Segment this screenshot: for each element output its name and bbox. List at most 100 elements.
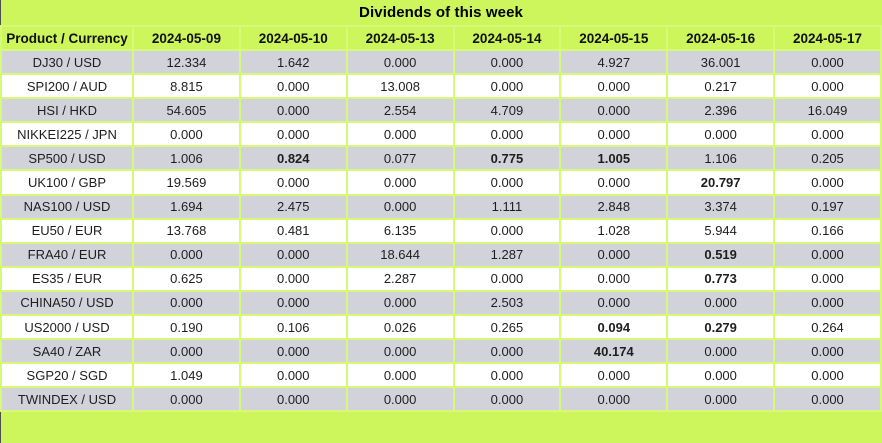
value-cell: 0.481 [238,217,348,244]
product-cell: NIKKEI225 / JPN [0,121,134,148]
value-cell: 0.000 [132,241,241,268]
column-header-date: 2024-05-09 [132,25,241,51]
value-cell: 1.005 [559,145,669,172]
product-cell: FRA40 / EUR [0,241,134,268]
table-body: DJ30 / USD 12.334 1.642 0.000 0.000 4.927 36.0… [0,48,882,413]
value-cell: 0.000 [773,338,882,365]
value-cell: 0.000 [773,169,882,196]
value-cell: 0.000 [132,386,241,413]
value-cell: 0.000 [238,73,348,100]
value-cell: 0.000 [773,48,882,76]
value-cell: 0.000 [773,73,882,100]
value-cell: 0.000 [132,338,241,365]
value-cell: 0.000 [559,265,669,292]
value-cell: 0.094 [559,314,669,341]
value-cell: 16.049 [773,97,882,124]
value-cell: 0.000 [559,386,669,413]
value-cell: 0.000 [559,97,669,124]
value-cell: 0.000 [345,121,455,148]
table-row: FRA40 / EUR 0.000 0.000 18.644 1.287 0.000 0.5… [0,241,882,268]
value-cell: 1.694 [132,193,241,220]
value-cell: 0.279 [666,314,776,341]
product-cell: DJ30 / USD [0,48,134,76]
value-cell: 0.000 [559,169,669,196]
product-cell: NAS100 / USD [0,193,134,220]
table-row: SGP20 / SGD 1.049 0.000 0.000 0.000 0.000 0.00… [0,362,882,389]
value-cell: 2.848 [559,193,669,220]
value-cell: 0.000 [345,193,455,220]
value-cell: 0.000 [238,241,348,268]
value-cell: 0.519 [666,241,776,268]
value-cell: 0.000 [559,121,669,148]
value-cell: 1.028 [559,217,669,244]
value-cell: 13.008 [345,73,455,100]
table-row: TWINDEX / USD 0.000 0.000 0.000 0.000 0.000 0.… [0,386,882,413]
value-cell: 0.000 [238,265,348,292]
header-row: Product / Currency 2024-05-09 2024-05-10 20… [0,25,882,51]
value-cell: 0.000 [452,386,562,413]
value-cell: 2.287 [345,265,455,292]
column-header-date: 2024-05-16 [666,25,776,51]
product-cell: CHINA50 / USD [0,289,134,317]
value-cell: 0.166 [773,217,882,244]
value-cell: 0.000 [238,121,348,148]
value-cell: 0.000 [238,169,348,196]
product-cell: UK100 / GBP [0,169,134,196]
value-cell: 0.000 [452,169,562,196]
value-cell: 0.205 [773,145,882,172]
table-row: SP500 / USD 1.006 0.824 0.077 0.775 1.005 1.10… [0,145,882,172]
value-cell: 0.106 [238,314,348,341]
value-cell: 0.773 [666,265,776,292]
value-cell: 1.006 [132,145,241,172]
table-row: SA40 / ZAR 0.000 0.000 0.000 0.000 40.174 0.00… [0,338,882,365]
value-cell: 6.135 [345,217,455,244]
value-cell: 8.815 [132,73,241,100]
column-header-date: 2024-05-14 [452,25,562,51]
column-header-date: 2024-05-10 [238,25,348,51]
value-cell: 2.475 [238,193,348,220]
product-cell: SA40 / ZAR [0,338,134,365]
value-cell: 0.824 [238,145,348,172]
value-cell: 40.174 [559,338,669,365]
value-cell: 0.000 [345,386,455,413]
value-cell: 0.000 [238,338,348,365]
value-cell: 0.000 [773,121,882,148]
value-cell: 0.000 [345,169,455,196]
value-cell: 0.000 [773,241,882,268]
value-cell: 0.000 [345,362,455,389]
table-row: NIKKEI225 / JPN 0.000 0.000 0.000 0.000 0.000… [0,121,882,148]
value-cell: 18.644 [345,241,455,268]
value-cell: 0.000 [666,289,776,317]
value-cell: 5.944 [666,217,776,244]
value-cell: 0.000 [452,265,562,292]
column-header-date: 2024-05-15 [559,25,669,51]
value-cell: 0.000 [345,289,455,317]
value-cell: 19.569 [132,169,241,196]
table-row: HSI / HKD 54.605 0.000 2.554 4.709 0.000 2.396… [0,97,882,124]
table-row: CHINA50 / USD 0.000 0.000 0.000 2.503 0.000 0.… [0,289,882,317]
product-cell: EU50 / EUR [0,217,134,244]
table-row: UK100 / GBP 19.569 0.000 0.000 0.000 0.000 20.… [0,169,882,196]
value-cell: 1.106 [666,145,776,172]
product-cell: ES35 / EUR [0,265,134,292]
value-cell: 0.000 [559,73,669,100]
value-cell: 0.000 [238,386,348,413]
value-cell: 0.217 [666,73,776,100]
product-cell: SP500 / USD [0,145,134,172]
value-cell: 0.000 [452,338,562,365]
value-cell: 0.026 [345,314,455,341]
value-cell: 0.264 [773,314,882,341]
value-cell: 0.077 [345,145,455,172]
value-cell: 0.000 [666,386,776,413]
dividends-table: Product / Currency 2024-05-09 2024-05-10 20… [0,25,882,413]
value-cell: 0.265 [452,314,562,341]
value-cell: 0.000 [773,362,882,389]
value-cell: 0.000 [452,121,562,148]
table-row: US2000 / USD 0.190 0.106 0.026 0.265 0.094 0.2… [0,314,882,341]
value-cell: 1.642 [238,48,348,76]
value-cell: 1.111 [452,193,562,220]
value-cell: 0.000 [666,338,776,365]
value-cell: 0.000 [666,121,776,148]
value-cell: 0.000 [132,289,241,317]
